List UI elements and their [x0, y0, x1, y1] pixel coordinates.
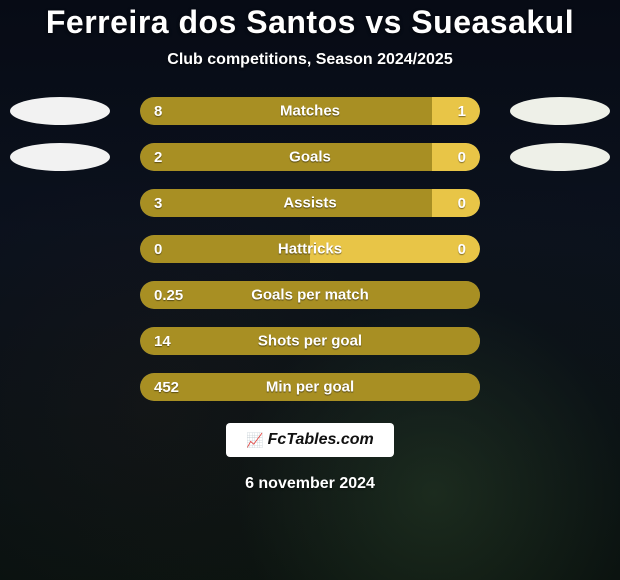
stat-bar: 3 0 Assists [140, 189, 480, 217]
attribution-text: FcTables.com [268, 431, 374, 449]
stat-value-left: 3 [154, 195, 162, 212]
stat-bar: 8 1 Matches [140, 97, 480, 125]
team-badge-right [510, 143, 610, 171]
team-badge-left [10, 143, 110, 171]
stat-row: 3 0 Assists [0, 189, 620, 217]
stat-bar: 452 Min per goal [140, 373, 480, 401]
attribution-badge: 📈 FcTables.com [226, 423, 394, 457]
stat-bar-right: 0 [432, 143, 480, 171]
stat-label: Shots per goal [258, 333, 362, 350]
stat-bar-left: 2 [140, 143, 432, 171]
stat-label: Hattricks [278, 241, 342, 258]
stat-row: 0 0 Hattricks [0, 235, 620, 263]
stat-value-right: 0 [458, 195, 466, 212]
stat-value-left: 452 [154, 379, 179, 396]
comparison-chart: 8 1 Matches 2 0 Goals 3 0 Assists 0 0 Hattricks 0.25… [0, 97, 620, 401]
stat-label: Assists [283, 195, 336, 212]
stat-row: 14 Shots per goal [0, 327, 620, 355]
stat-value-right: 0 [458, 241, 466, 258]
page-title: Ferreira dos Santos vs Sueasakul [46, 4, 574, 41]
stat-bar-right: 0 [432, 189, 480, 217]
team-badge-right [510, 97, 610, 125]
stat-value-left: 8 [154, 103, 162, 120]
chart-icon: 📈 [246, 432, 261, 449]
stat-label: Matches [280, 103, 340, 120]
stat-label: Goals per match [251, 287, 369, 304]
stat-bar: 0 0 Hattricks [140, 235, 480, 263]
page-subtitle: Club competitions, Season 2024/2025 [167, 51, 452, 69]
stat-value-right: 1 [458, 103, 466, 120]
stat-bar: 2 0 Goals [140, 143, 480, 171]
stat-value-left: 14 [154, 333, 171, 350]
stat-row: 452 Min per goal [0, 373, 620, 401]
date-label: 6 november 2024 [245, 475, 375, 493]
stat-value-right: 0 [458, 149, 466, 166]
stat-bar: 14 Shots per goal [140, 327, 480, 355]
stat-label: Goals [289, 149, 331, 166]
stat-row: 2 0 Goals [0, 143, 620, 171]
stat-value-left: 2 [154, 149, 162, 166]
stat-row: 0.25 Goals per match [0, 281, 620, 309]
stat-row: 8 1 Matches [0, 97, 620, 125]
stat-bar: 0.25 Goals per match [140, 281, 480, 309]
stat-bar-right: 1 [432, 97, 480, 125]
stat-value-left: 0.25 [154, 287, 183, 304]
stat-label: Min per goal [266, 379, 354, 396]
stat-value-left: 0 [154, 241, 162, 258]
team-badge-left [10, 97, 110, 125]
